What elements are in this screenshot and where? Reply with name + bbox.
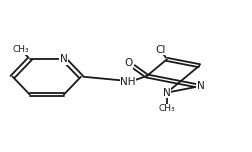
Text: CH₃: CH₃ [13, 45, 29, 54]
Text: Cl: Cl [155, 45, 166, 55]
Text: NH: NH [120, 78, 135, 87]
Text: CH₃: CH₃ [158, 104, 174, 113]
Text: N: N [196, 81, 204, 91]
Text: N: N [60, 54, 68, 64]
Text: O: O [124, 58, 133, 68]
Text: N: N [162, 88, 170, 98]
